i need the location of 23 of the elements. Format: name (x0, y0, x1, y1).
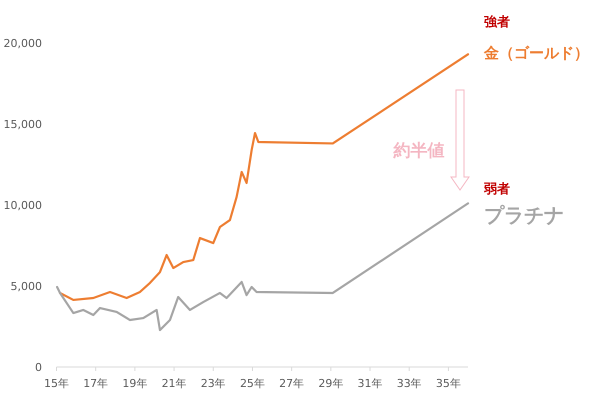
x-tick-label: 19年 (122, 377, 148, 390)
x-tick-label: 15年 (44, 377, 69, 390)
x-tick-label: 23年 (200, 377, 226, 390)
x-tick-label: 25年 (240, 377, 265, 390)
x-tick-label: 21年 (162, 377, 187, 390)
x-tick-label: 35年 (436, 377, 461, 390)
line-series (56, 202, 470, 332)
x-tick-label: 17年 (83, 377, 108, 390)
series-label: プラチナ (484, 203, 564, 227)
x-tick-label: 29年 (318, 377, 344, 390)
x-tick-label: 33年 (396, 377, 422, 390)
annotation: 約半値 (392, 141, 444, 161)
y-tick-label: 10,000 (4, 199, 42, 212)
text: 弱者 (483, 182, 510, 197)
x-tick-label: 31年 (358, 377, 383, 390)
line-series (58, 53, 470, 302)
text: 強者 (484, 14, 510, 30)
series-label: 金（ゴールド） (483, 44, 589, 62)
y-tick-label: 20,000 (4, 37, 42, 50)
y-tick-label: 5,000 (10, 280, 42, 293)
y-tick-label: 15,000 (4, 118, 42, 131)
y-tick-label: 0 (35, 361, 42, 374)
x-tick-label: 27年 (279, 377, 304, 390)
